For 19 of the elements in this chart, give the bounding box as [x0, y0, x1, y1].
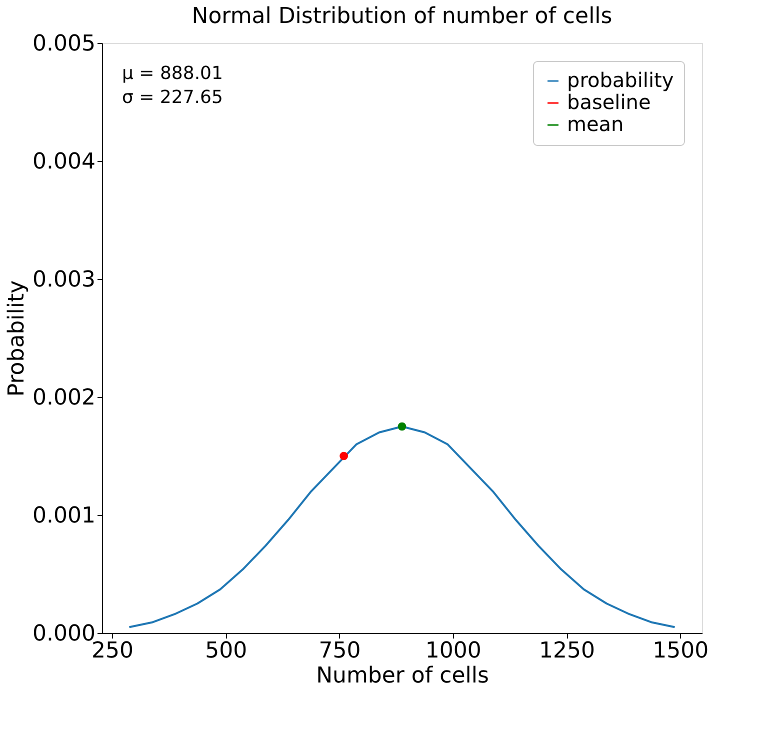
y-tick-label: 0.004 [32, 150, 96, 174]
x-axis-title: Number of cells [316, 664, 489, 688]
x-tick-label: 1000 [425, 638, 482, 664]
x-tick-label: 1250 [539, 638, 596, 664]
x-tick-label: 500 [205, 638, 248, 664]
y-tick-label: 0.005 [32, 32, 96, 56]
y-tick-label: 0.001 [32, 504, 96, 528]
x-tick-label: 250 [92, 638, 134, 664]
legend-label: mean [567, 112, 624, 136]
legend-label: probability [567, 68, 674, 92]
y-tick-label: 0.002 [32, 386, 96, 410]
x-tick-label: 1500 [652, 638, 709, 664]
chart-title: Normal Distribution of number of cells [192, 4, 612, 29]
annotation: σ = 227.65 [122, 87, 223, 108]
y-axis-title: Probability [4, 280, 30, 397]
annotation: μ = 888.01 [122, 63, 223, 84]
y-tick-label: 0.003 [32, 268, 96, 292]
legend-label: baseline [567, 90, 651, 114]
x-tick-label: 750 [318, 638, 361, 664]
